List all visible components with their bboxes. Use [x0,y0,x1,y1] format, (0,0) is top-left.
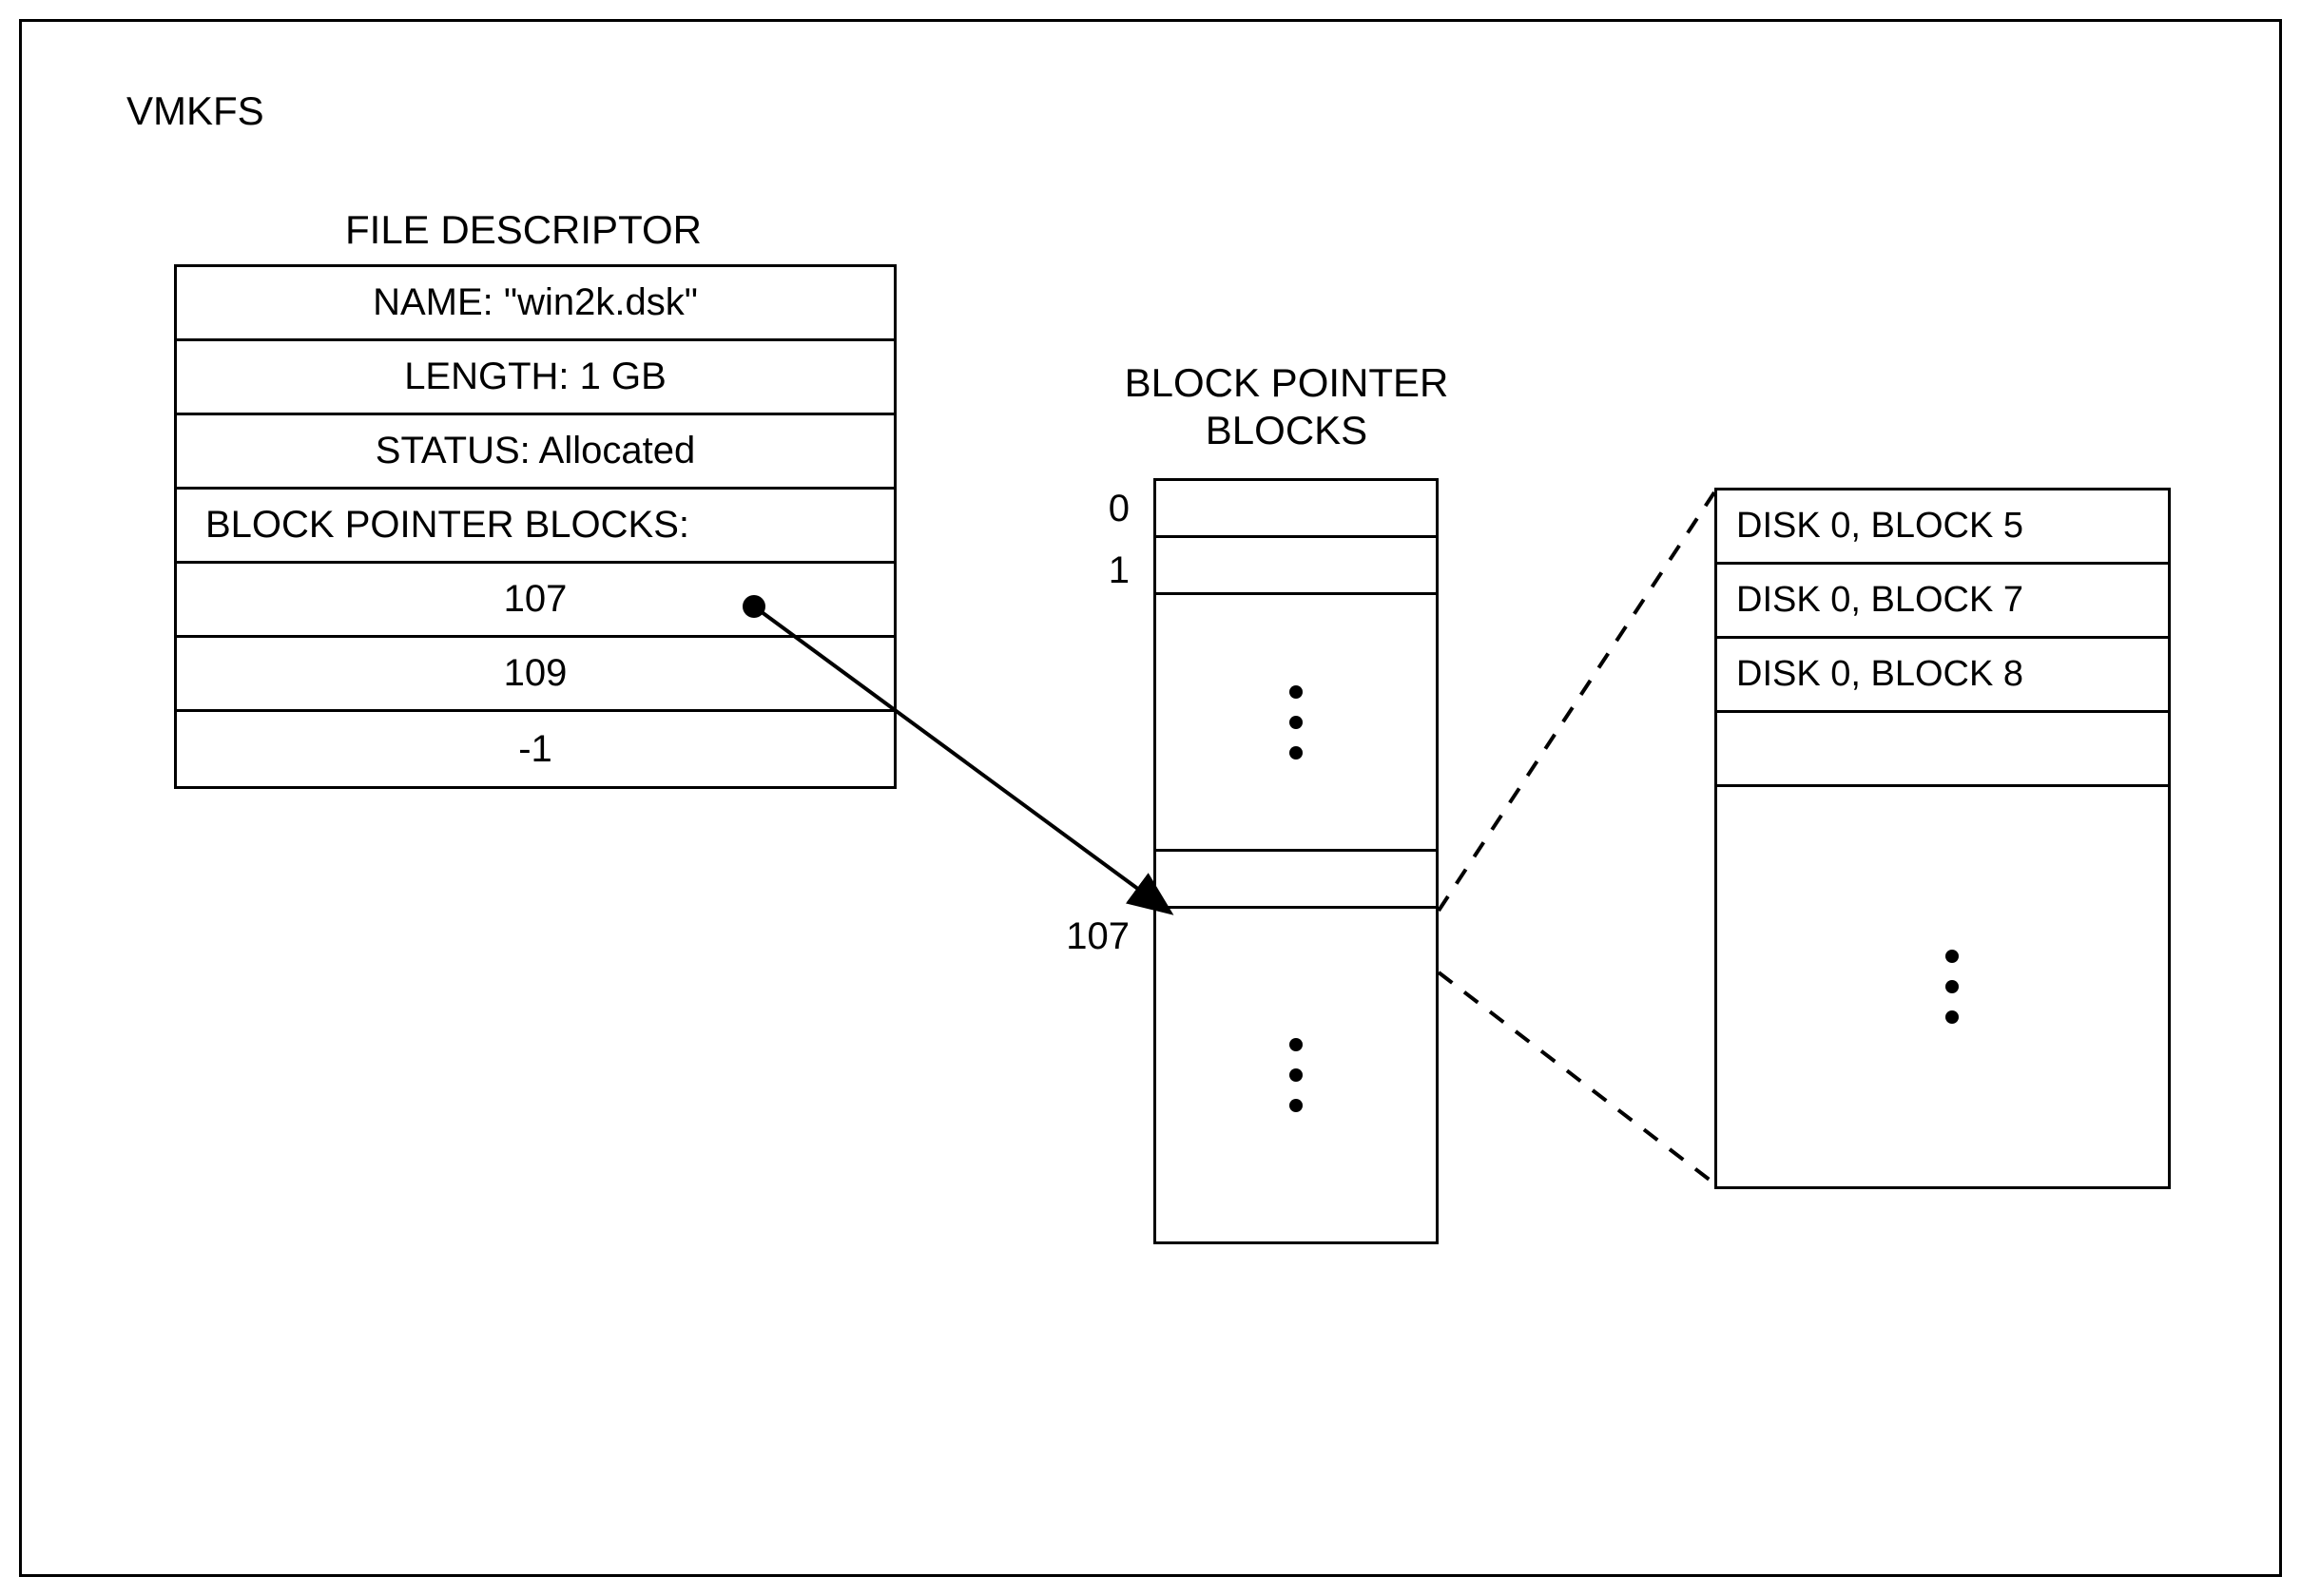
main-title: VMKFS [126,88,264,134]
fd-row-status: STATUS: Allocated [177,415,894,490]
file-descriptor-heading: FILE DESCRIPTOR [345,207,702,253]
detail-row-empty [1717,713,2168,787]
fd-row-bpb-neg1: -1 [177,712,894,786]
bpb-label-107: 107 [1025,915,1130,958]
detail-block-table: DISK 0, BLOCK 5 DISK 0, BLOCK 7 DISK 0, … [1714,488,2171,1189]
bpb-label-1: 1 [1063,549,1130,592]
detail-row-0: DISK 0, BLOCK 5 [1717,490,2168,565]
bpb-label-0: 0 [1063,488,1130,530]
fd-row-name: NAME: "win2k.dsk" [177,267,894,341]
detail-row-2: DISK 0, BLOCK 8 [1717,639,2168,713]
file-descriptor-table: NAME: "win2k.dsk" LENGTH: 1 GB STATUS: A… [174,264,897,789]
detail-row-gap [1717,787,2168,1186]
bpb-cell-0 [1156,481,1436,538]
bpb-stack [1153,478,1439,1244]
bpb-cell-1 [1156,538,1436,595]
detail-row-1: DISK 0, BLOCK 7 [1717,565,2168,639]
vdots-icon [1945,950,1959,1024]
vdots-icon [1289,1038,1303,1112]
expand-line-top [1439,492,1714,911]
vdots-icon [1289,685,1303,760]
fd-row-bpb-header: BLOCK POINTER BLOCKS: [177,490,894,564]
bpb-heading: BLOCK POINTER BLOCKS [1096,359,1477,455]
fd-row-bpb-107: 107 [177,564,894,638]
bpb-cell-gap2 [1156,909,1436,1241]
vmkfs-frame: VMKFS FILE DESCRIPTOR NAME: "win2k.dsk" … [19,19,2282,1577]
bpb-heading-text: BLOCK POINTER BLOCKS [1125,360,1449,452]
expand-line-bottom [1439,972,1714,1183]
bpb-cell-107 [1156,852,1436,909]
bpb-cell-gap1 [1156,595,1436,852]
fd-row-length: LENGTH: 1 GB [177,341,894,415]
fd-row-bpb-109: 109 [177,638,894,712]
